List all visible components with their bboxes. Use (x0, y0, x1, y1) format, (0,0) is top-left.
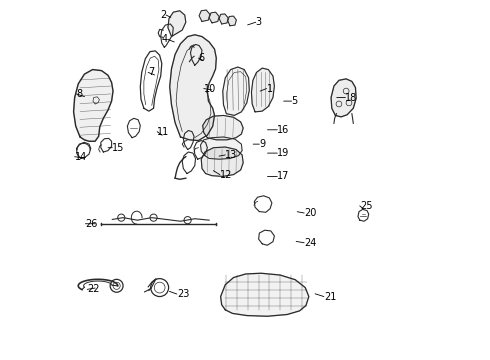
Text: 11: 11 (157, 127, 170, 136)
Polygon shape (219, 14, 228, 24)
Text: 4: 4 (162, 35, 168, 44)
Text: 15: 15 (112, 143, 124, 153)
Text: 13: 13 (225, 150, 238, 160)
Text: 14: 14 (74, 152, 87, 162)
Polygon shape (220, 273, 309, 316)
Text: 8: 8 (76, 89, 83, 99)
Text: 1: 1 (267, 84, 272, 94)
Polygon shape (199, 10, 210, 22)
Text: 9: 9 (259, 139, 266, 149)
Text: 16: 16 (277, 125, 290, 135)
Text: 21: 21 (324, 292, 336, 302)
Polygon shape (228, 16, 236, 26)
Polygon shape (201, 147, 243, 176)
Text: 25: 25 (360, 201, 372, 211)
Polygon shape (168, 11, 186, 37)
Text: 26: 26 (85, 219, 98, 229)
Text: 20: 20 (304, 208, 317, 218)
Text: 3: 3 (256, 17, 262, 27)
Text: 10: 10 (204, 84, 216, 94)
Text: 2: 2 (160, 10, 166, 20)
Polygon shape (74, 69, 113, 141)
Text: 18: 18 (345, 93, 358, 103)
Text: 5: 5 (292, 96, 298, 106)
Polygon shape (251, 68, 274, 112)
Text: 6: 6 (198, 53, 204, 63)
Text: 22: 22 (87, 284, 99, 294)
Polygon shape (170, 35, 216, 140)
Polygon shape (209, 12, 219, 23)
Text: 24: 24 (304, 238, 317, 248)
Polygon shape (331, 79, 356, 117)
Polygon shape (223, 67, 249, 116)
Text: 17: 17 (277, 171, 290, 181)
Polygon shape (200, 137, 242, 159)
Text: 7: 7 (148, 67, 154, 77)
Text: 23: 23 (177, 289, 189, 299)
Polygon shape (203, 116, 243, 140)
Text: 12: 12 (220, 170, 232, 180)
Text: 19: 19 (277, 148, 290, 158)
